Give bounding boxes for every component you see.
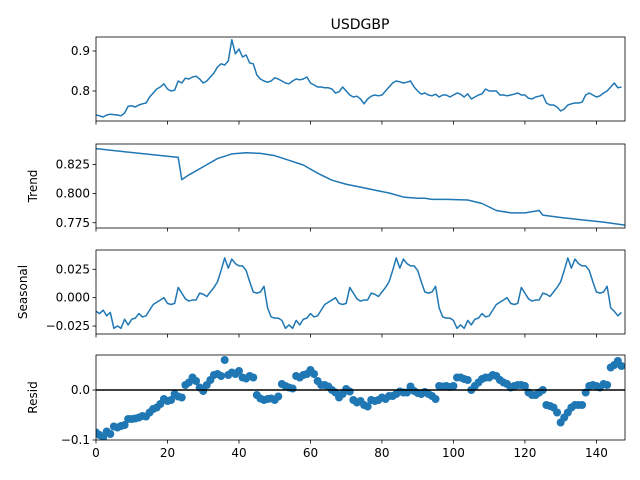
x-tick-label: 40 (231, 446, 246, 460)
resid-point (234, 367, 243, 375)
y-axis-label: Seasonal (16, 265, 30, 319)
resid-point (363, 402, 372, 411)
x-tick-label: 80 (374, 446, 389, 460)
resid-point (220, 356, 229, 364)
resid-point (199, 387, 208, 395)
y-tick-label: 0.8 (71, 84, 90, 98)
axes-frame (95, 143, 626, 229)
resid-point (345, 387, 354, 396)
y-tick-label: −0.025 (46, 319, 90, 333)
resid-point (578, 401, 587, 409)
resid-point (106, 430, 115, 438)
y-tick-label: 0.9 (71, 44, 90, 58)
resid-point (167, 396, 176, 404)
axes-frame (95, 249, 626, 335)
y-axis-label: Resid (26, 381, 40, 413)
x-tick-label: 100 (442, 446, 465, 460)
y-axis-label: Trend (26, 170, 40, 204)
resid-point (553, 408, 562, 417)
resid-point (288, 384, 297, 393)
trend-line (96, 147, 625, 226)
axes-frame (95, 36, 626, 122)
x-tick-label: 0 (92, 446, 100, 460)
resid-point (603, 381, 612, 389)
resid-point (192, 377, 201, 385)
resid-point (274, 392, 283, 401)
resid-point (520, 382, 529, 390)
panel-observed: 0.8 0.9 (71, 36, 626, 125)
axes-frame (95, 354, 626, 441)
resid-point (120, 421, 129, 429)
resid-point (310, 370, 319, 378)
y-tick-label: 0.000 (56, 291, 90, 305)
y-tick-label: 0.825 (56, 157, 90, 171)
y-tick-label: 0.800 (56, 187, 90, 201)
resid-point (217, 372, 226, 380)
observed-line (96, 39, 622, 118)
x-tick-label: 20 (160, 446, 175, 460)
panel-resid: −0.1 0.0 0 20 40 60 80 100 120 140 Resid (26, 354, 626, 460)
resid-point (177, 393, 186, 402)
resid-point (463, 376, 472, 384)
resid-point (617, 362, 625, 370)
panel-trend: 0.775 0.800 0.825 Trend (26, 143, 626, 232)
chart-title: USDGBP (331, 17, 390, 33)
panel-seasonal: −0.025 0.000 0.025 Seasonal (16, 249, 626, 338)
y-tick-label: 0.025 (56, 262, 90, 276)
y-tick-label: 0.0 (71, 383, 90, 397)
seasonal-line (96, 257, 622, 330)
panels-group: 0.8 0.9 0.775 0.800 0.825 Trend −0.025 0.000 0.0… (16, 36, 626, 460)
y-tick-label: 0.775 (56, 216, 90, 230)
y-tick-label: −0.1 (61, 433, 90, 447)
resid-point (249, 373, 258, 382)
x-tick-label: 60 (303, 446, 318, 460)
x-tick-label: 120 (513, 446, 536, 460)
resid-point (449, 382, 458, 390)
x-tick-label: 140 (585, 446, 608, 460)
resid-markers (96, 356, 625, 440)
resid-point (431, 395, 440, 403)
